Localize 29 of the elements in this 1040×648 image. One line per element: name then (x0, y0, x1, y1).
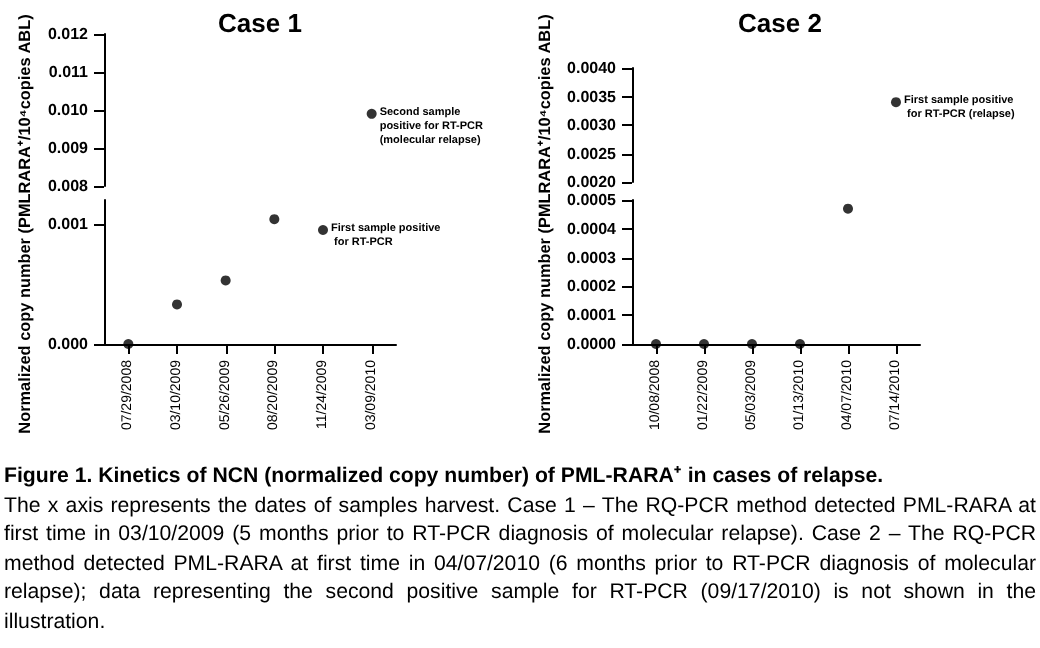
y-tick-label: 0.0035 (567, 87, 618, 106)
y-tick-label: 0.0040 (567, 59, 618, 77)
y-tick-label: 0.0004 (567, 219, 618, 238)
point (123, 339, 134, 349)
y-tick-label: 0.000 (47, 335, 90, 353)
y-tick-label: 0.001 (47, 215, 90, 233)
y-tick-label: 0.0005 (567, 191, 618, 209)
y-axis-title: Normalized copy number (PMLRARA⁺/10⁴copies ABL) (536, 14, 554, 434)
point (269, 214, 280, 225)
point (172, 299, 182, 310)
y-tick-label: 0.0020 (567, 173, 618, 191)
y-tick-label: 0.0003 (567, 248, 618, 267)
chart-title: Case 1 (218, 8, 302, 38)
caption: Figure 1. Kinetics of NCN (normalized copy number) of PML-RARA⁺ in cases of relapse. (4, 464, 884, 488)
y-tick-label: 0.012 (47, 25, 90, 43)
point (220, 275, 231, 286)
y-axis-title: Normalized copy number (PMLRARA⁺/10⁴copies ABL) (16, 14, 34, 434)
y-tick-label: 0.0002 (567, 277, 618, 296)
y-tick-label: 0.008 (47, 177, 90, 195)
y-tick-label: 0.011 (48, 63, 90, 81)
y-tick-label: 0.009 (47, 139, 90, 157)
y-tick-label: 0.0000 (567, 335, 618, 353)
y-tick-label: 0.0001 (567, 306, 618, 325)
y-tick-label: 0.0030 (567, 116, 618, 134)
y-tick-label: 0.010 (47, 101, 90, 119)
chart-title: Case 2 (738, 8, 822, 38)
y-tick-label: 0.0025 (567, 144, 618, 163)
point (318, 225, 328, 235)
text: The x axis represents the dates of samples harvest. Case 1 – The RQ-PCR method detected PML-RARA at first time in 03/10/2009 (5 months prior to RT-PCR diagnosis of molecular relapse). Case 2 – The RQ-PCR method detected PML-RARA at first time in 04/07/2010 (6 months prior to RT-PCR diagnosis of molecular relapse); data representing the second positive sample for RT-PCR (09/17/2010) is not shown in the illustration. (4, 493, 1036, 634)
